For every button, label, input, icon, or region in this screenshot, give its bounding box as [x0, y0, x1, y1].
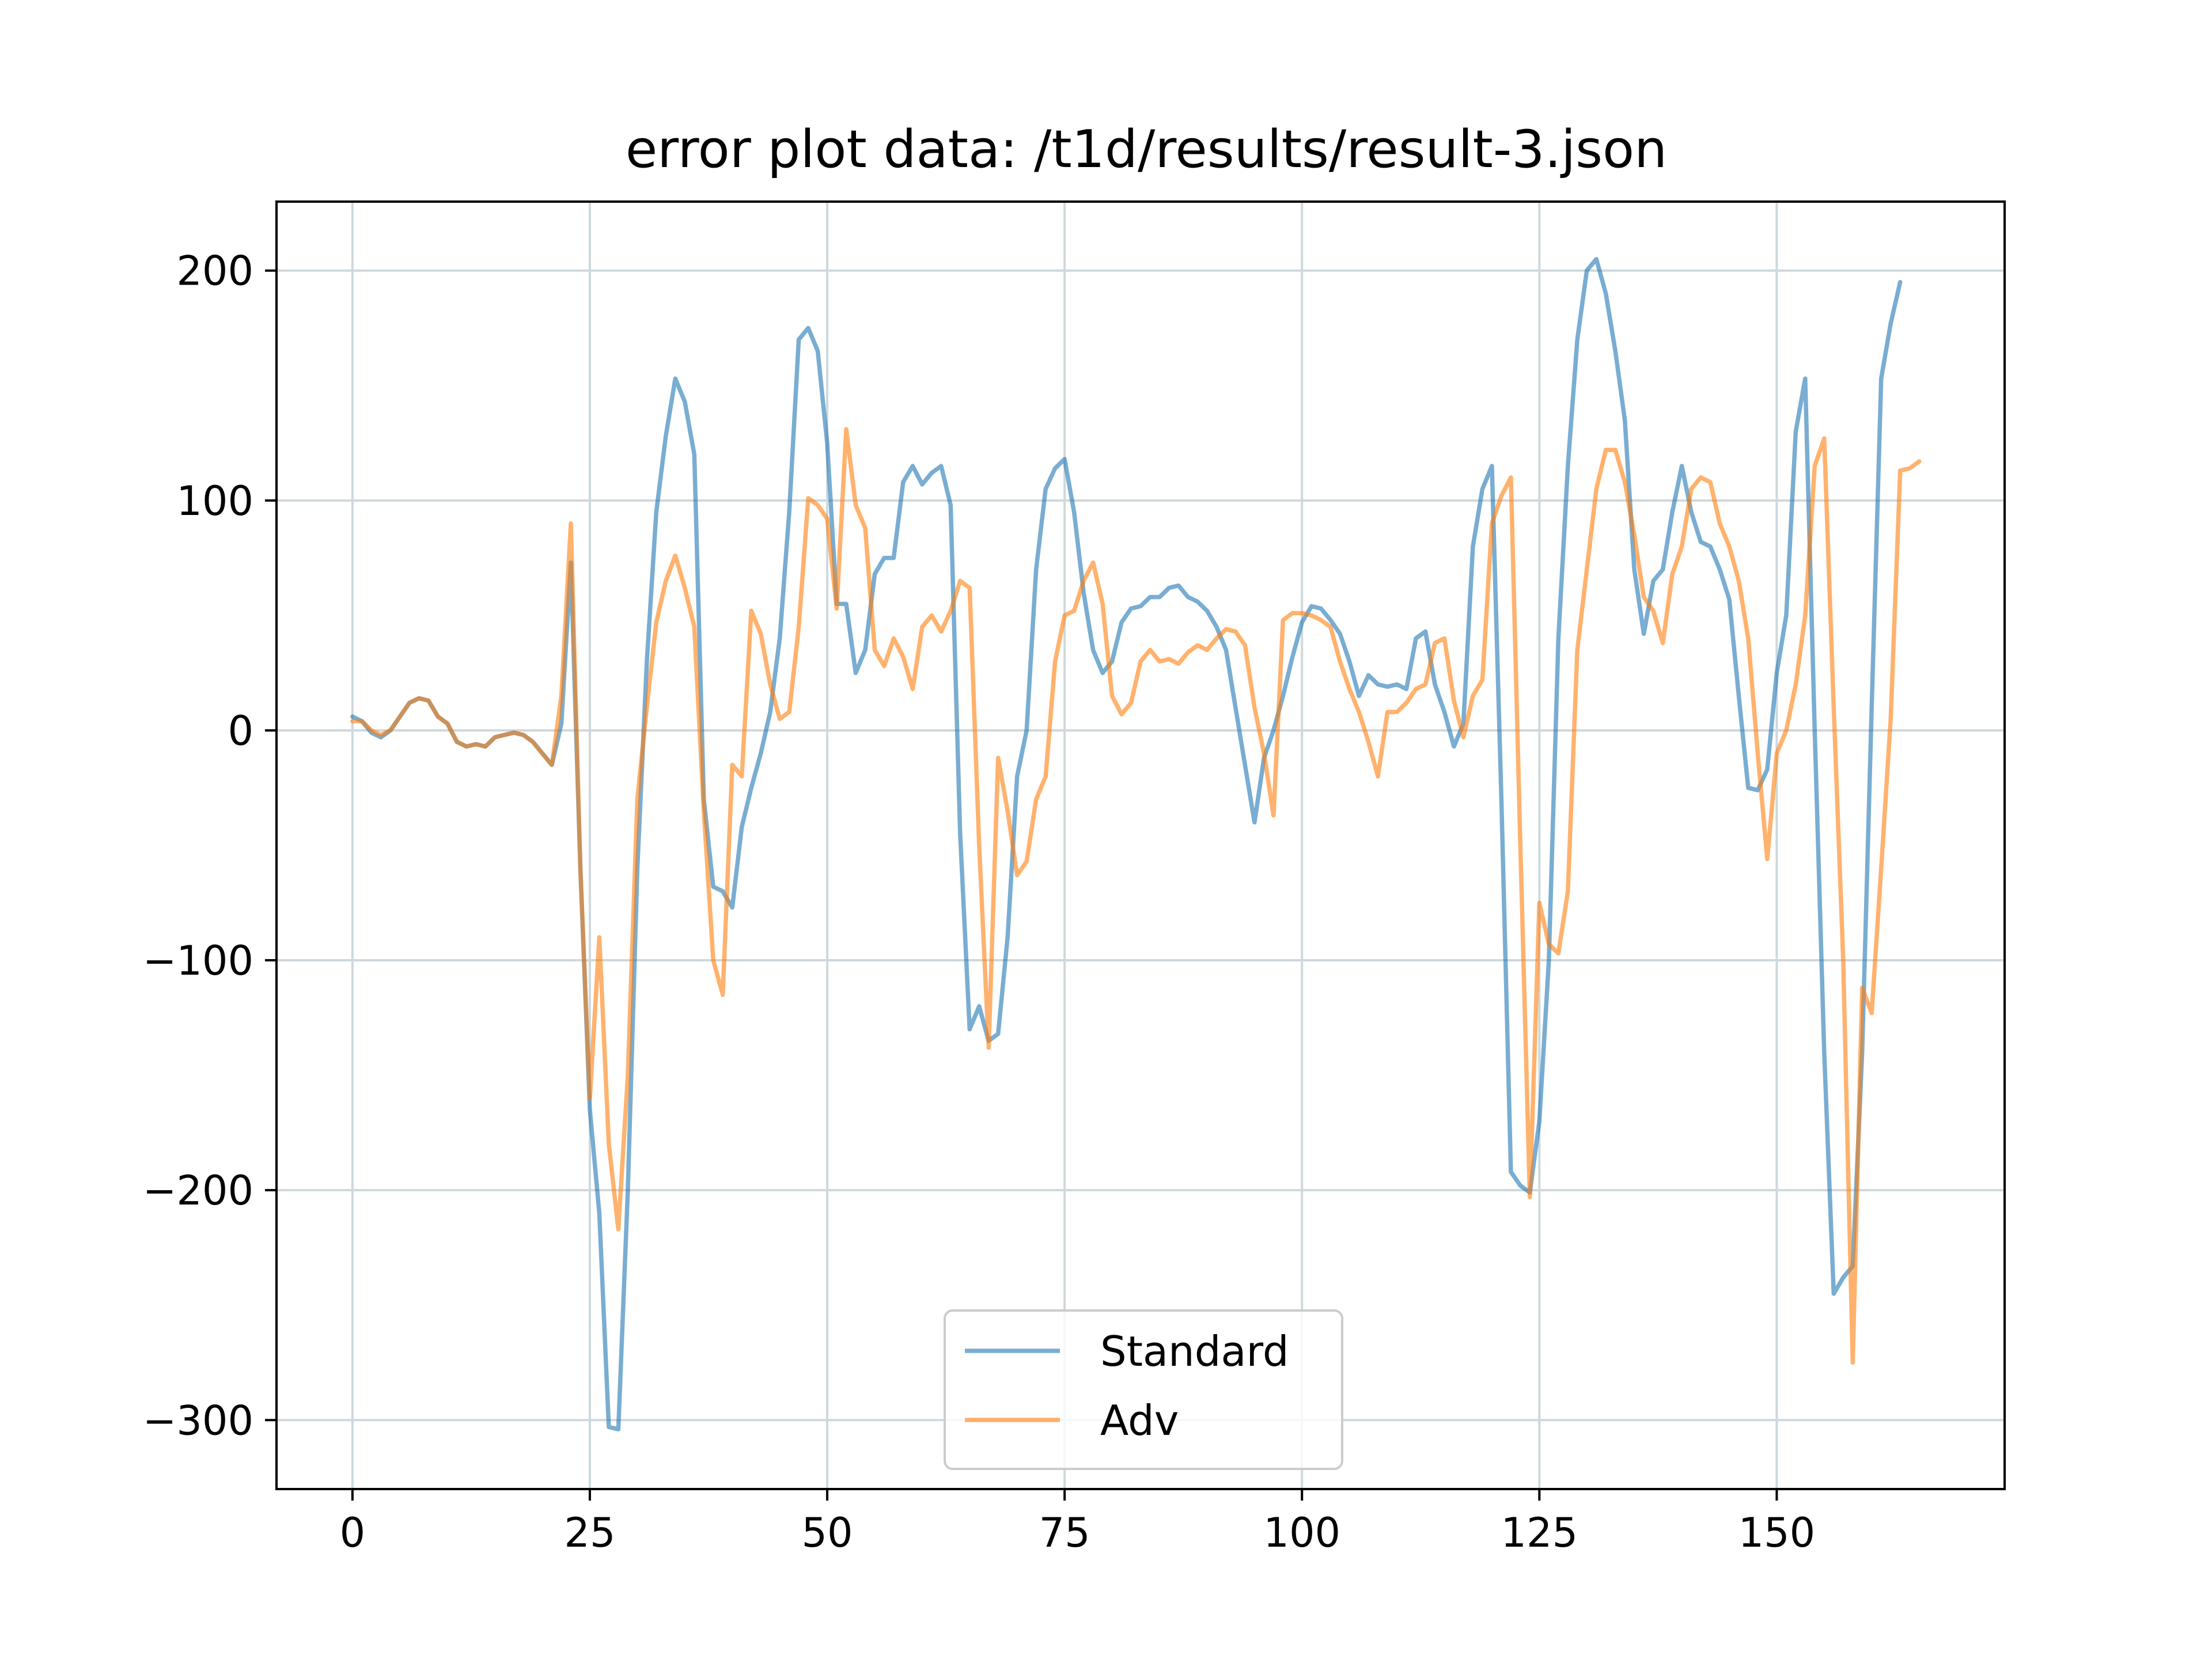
legend-label-adv: Adv — [1100, 1396, 1179, 1445]
y-tick-label: 0 — [228, 707, 253, 755]
x-tick-label: 25 — [564, 1509, 615, 1556]
grid — [276, 202, 2005, 1489]
series-line-adv — [350, 427, 1922, 1365]
axis-ticks: 0 25 50 75 100 125 150 −300 −200 −100 0 100 200 — [143, 248, 1815, 1556]
x-tick-label: 100 — [1263, 1509, 1340, 1556]
x-tick-label: 125 — [1501, 1509, 1578, 1556]
y-tick-label: −200 — [143, 1167, 253, 1214]
legend-label-standard: Standard — [1100, 1327, 1289, 1376]
y-tick-label: 100 — [176, 478, 253, 525]
plot-frame — [275, 200, 2006, 1490]
plot-series — [350, 257, 1922, 1431]
y-tick-label: −300 — [143, 1397, 253, 1444]
legend: Standard Adv — [944, 1309, 1343, 1470]
x-tick-label: 50 — [802, 1509, 853, 1556]
chart-title: error plot data: /t1d/results/result-3.j… — [626, 119, 1667, 180]
x-tick-label: 75 — [1039, 1509, 1090, 1556]
x-tick-label: 150 — [1738, 1509, 1816, 1556]
series-line-standard — [350, 257, 1903, 1431]
y-tick-label: −100 — [143, 937, 253, 984]
x-tick-label: 0 — [340, 1509, 366, 1556]
y-tick-label: 200 — [176, 248, 253, 295]
